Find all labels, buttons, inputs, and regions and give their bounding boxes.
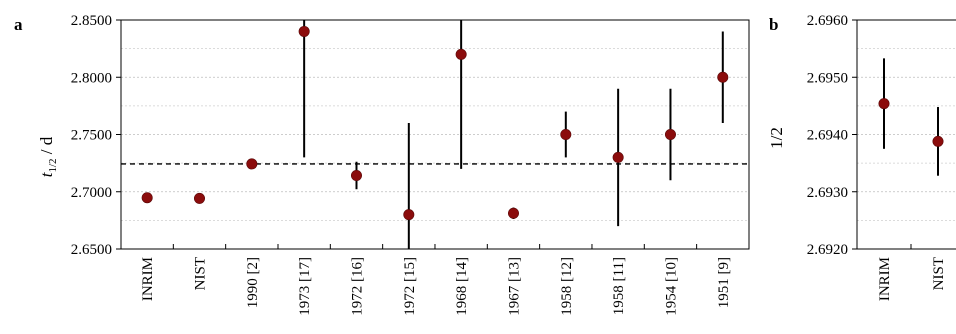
data-point [246,158,258,170]
y-tick-label: 2.6920 [807,242,848,258]
panel-b-gridlines [857,19,956,221]
panel-b-y-axis-label: 1/2 [767,127,786,149]
panel-b-error-bars [883,58,939,176]
data-point [664,129,676,141]
category-label: INRIM [877,257,893,301]
category-label: 1967 [13] [506,257,522,316]
data-point [350,169,362,181]
data-point [193,192,205,204]
y-tick-label: 2.6950 [807,70,848,86]
category-label: NIST [192,257,208,290]
panel-b-letter: b [769,15,778,34]
y-tick-label: 2.6930 [807,185,848,201]
panel-b-category-labels: INRIM NIST [877,257,947,301]
data-point [141,192,153,204]
panel-a-points [141,25,729,221]
panel-a-y-ticks: 2.6500 2.7000 2.7500 2.8000 2.8500 [71,13,121,258]
y-tick-label: 2.7500 [71,128,112,144]
category-label: 1954 [10] [663,257,679,316]
y-tick-label: 2.6500 [71,242,112,258]
category-label: 1973 [17] [297,257,313,316]
panel-a-gridlines [121,19,749,221]
panel-b-y-ticks: 2.6920 2.6930 2.6940 2.6950 2.6960 [807,13,857,258]
panel-a-x-ticks [172,244,698,249]
data-point [612,151,624,163]
y-tick-label: 2.8000 [71,70,112,86]
data-point [717,71,729,83]
category-label: 1958 [11] [611,257,627,315]
category-label: 1951 [9] [716,257,732,308]
category-label: INRIM [140,257,156,301]
category-label: 1990 [2] [245,257,261,308]
panel-a-category-labels: INRIM NIST 1990 [2] 1973 [17] 1972 [16] 1972 … [140,257,732,316]
panel-a-y-axis-label: t1/2 / d [37,136,59,177]
category-label: 1968 [14] [454,257,470,316]
data-point [932,135,944,147]
data-point [403,209,415,221]
category-label: 1972 [15] [402,257,418,316]
panel-b-points [878,98,944,147]
data-point [455,48,467,60]
category-label: 1958 [12] [559,257,575,316]
data-point [878,98,890,110]
panel-a: a 2.6500 2.7000 2.7500 2.8000 2.8500 INRIM NI… [14,13,750,316]
data-point [507,207,519,219]
y-tick-label: 2.7000 [71,185,112,201]
data-point [298,25,310,37]
category-label: 1972 [16] [349,257,365,316]
y-tick-label: 2.6940 [807,128,848,144]
y-tick-label: 2.6960 [807,13,848,29]
category-label: NIST [931,257,947,290]
data-point [560,129,572,141]
panel-b: b 2.6920 2.6930 2.6940 2.6950 2.6960 INRIM NI… [767,13,956,301]
panel-a-letter: a [14,15,23,34]
y-tick-label: 2.8500 [71,13,112,29]
